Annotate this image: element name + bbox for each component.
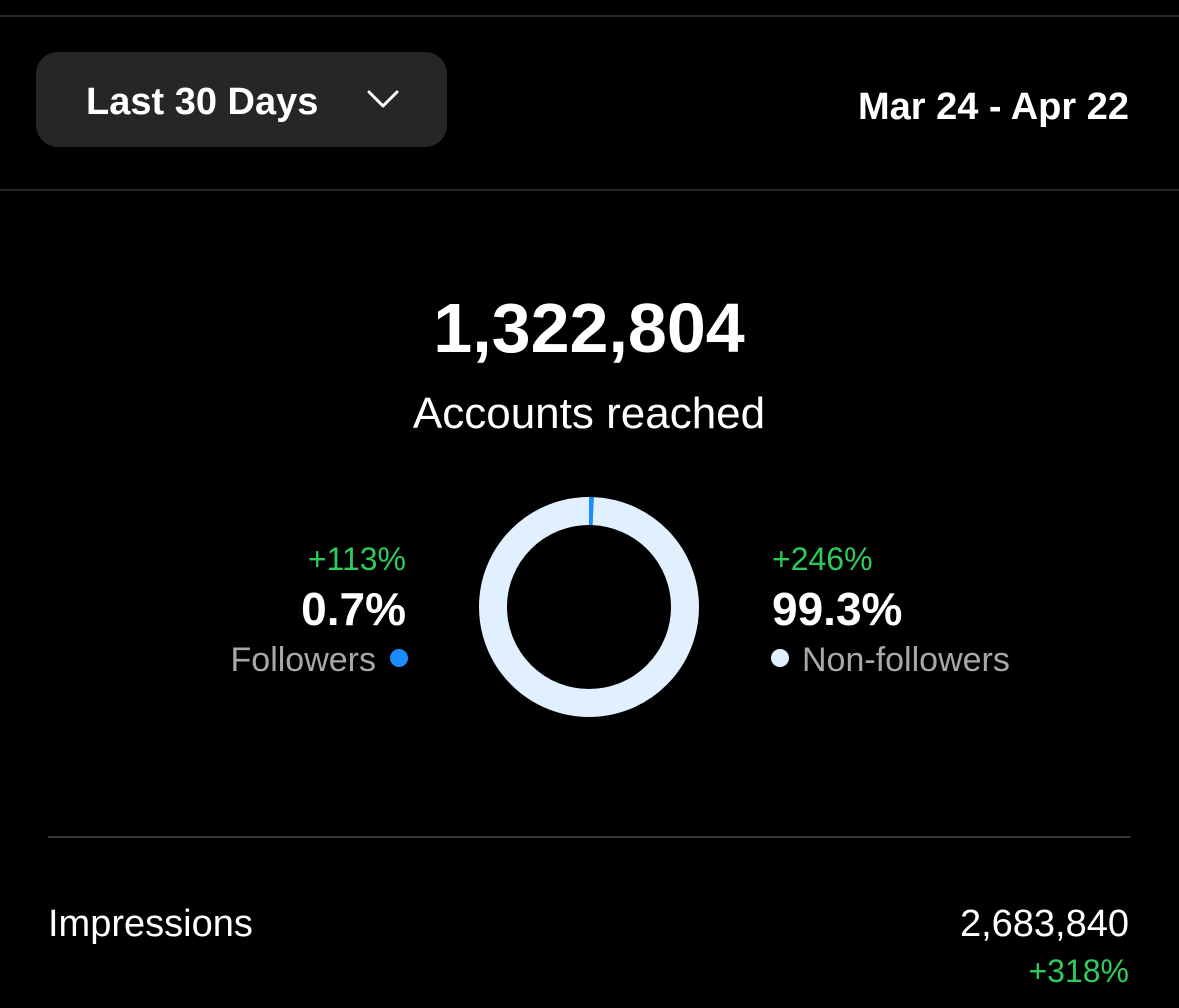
metric-name: Impressions — [48, 903, 253, 945]
total-label: Accounts reached — [413, 389, 765, 438]
metric-value: 2,683,840 — [960, 903, 1129, 945]
nonfollowers-share: 99.3% — [772, 583, 902, 635]
button-label[interactable]: Last 30 Days — [86, 81, 318, 123]
followers-change: +113% — [308, 541, 406, 577]
total-value: 1,322,804 — [433, 289, 744, 367]
date-range: Mar 24 - Apr 22 — [858, 86, 1129, 128]
legend-dot — [771, 649, 789, 667]
button-bg[interactable] — [36, 52, 447, 147]
legend-dot — [390, 649, 408, 667]
followers-legend: Followers — [231, 641, 376, 679]
chevron-icon[interactable] — [367, 90, 399, 108]
range-button[interactable]: Last 30 Days — [36, 52, 447, 147]
metric-change: +318% — [1028, 953, 1129, 989]
donut-chart — [479, 497, 699, 717]
nonfollowers-legend: Non-followers — [802, 641, 1010, 679]
nonfollowers-change: +246% — [772, 541, 873, 577]
donut-segment — [479, 497, 699, 717]
followers-share: 0.7% — [301, 583, 406, 635]
